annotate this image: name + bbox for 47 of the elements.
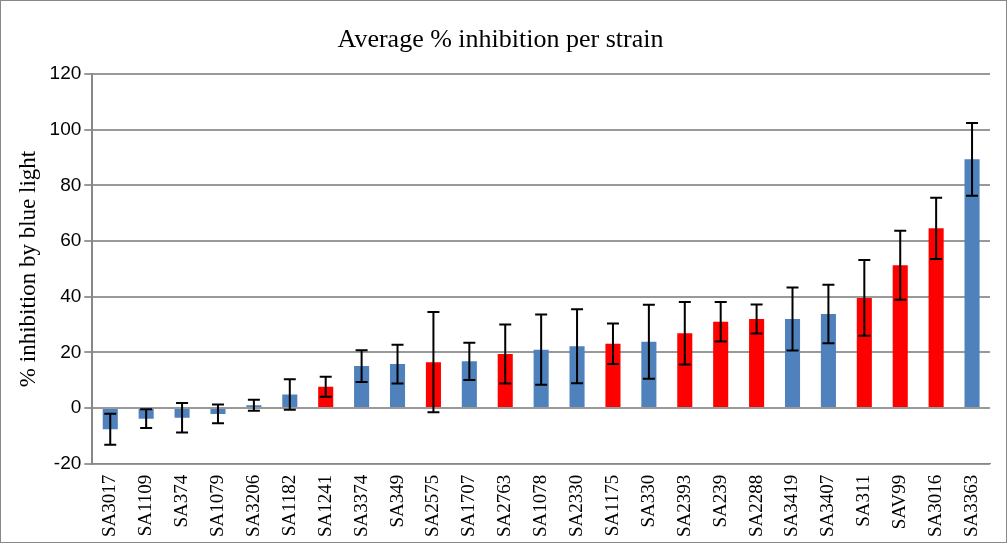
x-tick-label: SA3016 — [924, 474, 946, 538]
bar — [964, 159, 980, 408]
bar — [461, 361, 477, 408]
y-tick-label: 80 — [60, 173, 82, 195]
x-tick-label: SA1109 — [134, 474, 156, 537]
x-tick-label: SA311 — [852, 474, 874, 527]
x-tick-label: SA1079 — [205, 474, 227, 538]
x-tick-label: SA374 — [170, 474, 192, 528]
x-tick-label: SA1175 — [600, 474, 622, 537]
y-tick-label: 0 — [70, 396, 82, 418]
x-tick-label: SA3407 — [816, 474, 838, 538]
x-tick-label: SA2763 — [493, 474, 515, 538]
x-tick-label: SA1707 — [457, 474, 479, 538]
bar — [677, 333, 693, 408]
x-tick-label: SA330 — [636, 474, 658, 528]
x-tick-label: SA1078 — [529, 474, 551, 538]
x-tick-label: SA1182 — [277, 474, 299, 537]
x-tick-label: SA3419 — [780, 474, 802, 538]
x-tick-label: SA239 — [708, 474, 730, 528]
y-tick-label: 60 — [60, 229, 82, 251]
x-tick-label: SA2288 — [744, 474, 766, 538]
bar — [856, 297, 872, 408]
bar — [354, 366, 370, 408]
x-tick-label: SA2393 — [672, 474, 694, 538]
bar — [820, 314, 836, 408]
y-tick-label: 40 — [60, 285, 82, 307]
bar — [784, 319, 801, 408]
x-tick-label: SAV99 — [888, 474, 910, 530]
bar — [605, 343, 621, 408]
x-tick-label: SA2575 — [421, 474, 443, 538]
y-tick-label: 100 — [49, 118, 82, 140]
x-tick-label: SA3206 — [241, 474, 263, 538]
x-tick-label: SA3374 — [349, 474, 371, 538]
bar — [892, 265, 908, 408]
y-tick-label: 20 — [60, 340, 82, 362]
x-tick-label: SA2330 — [565, 474, 587, 538]
bar — [749, 319, 765, 408]
y-axis-title: % inhibition by blue light — [14, 150, 40, 388]
bar — [928, 228, 944, 408]
y-tick-label: 120 — [49, 62, 82, 84]
x-tick-label: SA3017 — [98, 474, 120, 538]
chart-title: Average % inhibition per strain — [337, 24, 664, 54]
x-tick-label: SA1241 — [313, 474, 335, 538]
bar — [713, 321, 729, 408]
x-tick-label: SA349 — [385, 474, 407, 528]
x-tick-label: SA3363 — [960, 474, 982, 538]
y-tick-label: -20 — [53, 451, 82, 473]
